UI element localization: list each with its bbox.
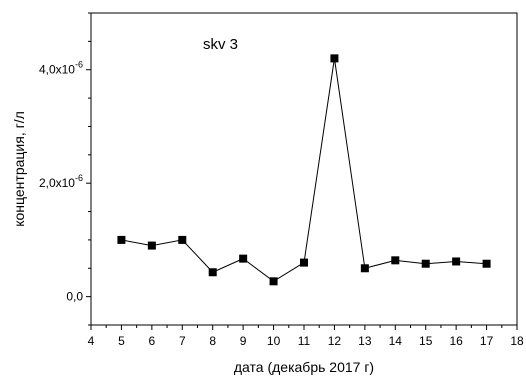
data-point	[300, 258, 308, 267]
x-tick-label: 14	[389, 334, 403, 348]
y-axis-ticks: 0,0 2,0x10-6 4,0x10-6	[39, 12, 91, 326]
data-point	[239, 254, 248, 263]
data-point	[178, 235, 187, 244]
series-markers	[117, 54, 491, 286]
y-tick-label: 4,0x10-6	[39, 60, 83, 77]
x-tick-label: 13	[358, 334, 372, 348]
x-axis-ticks: 4 5 6 7 8 9 10 11 12 13 14 15 16 17 18	[88, 325, 524, 348]
x-tick-label: 12	[328, 334, 342, 348]
y-axis-title: концентрация, г/л	[11, 111, 27, 227]
data-point	[269, 277, 278, 286]
x-tick-label: 16	[449, 334, 463, 348]
data-point	[360, 264, 369, 273]
data-point	[421, 259, 430, 268]
y-tick-label: 2,0x10-6	[39, 173, 83, 190]
x-tick-label: 4	[88, 334, 95, 348]
x-tick-label: 6	[149, 334, 156, 348]
x-tick-label: 17	[480, 334, 494, 348]
data-point	[482, 259, 491, 268]
data-point	[147, 241, 156, 250]
plot-frame	[90, 12, 518, 326]
data-point	[391, 256, 400, 265]
x-tick-label: 15	[419, 334, 433, 348]
series-line	[121, 58, 487, 282]
x-tick-label: 11	[298, 334, 311, 348]
x-tick-label: 7	[179, 334, 186, 348]
chart-annotation: skv 3	[203, 36, 238, 53]
x-tick-label: 8	[209, 334, 216, 348]
x-axis-title: дата (декабрь 2017 г)	[234, 359, 374, 375]
x-tick-label: 5	[118, 334, 125, 348]
data-point	[117, 235, 126, 244]
data-point	[330, 54, 339, 63]
data-point	[452, 257, 461, 266]
y-tick-label: 0,0	[66, 290, 83, 304]
x-tick-label: 10	[267, 334, 281, 348]
x-tick-label: 18	[510, 334, 524, 348]
data-point	[208, 268, 217, 277]
x-tick-label: 9	[240, 334, 247, 348]
